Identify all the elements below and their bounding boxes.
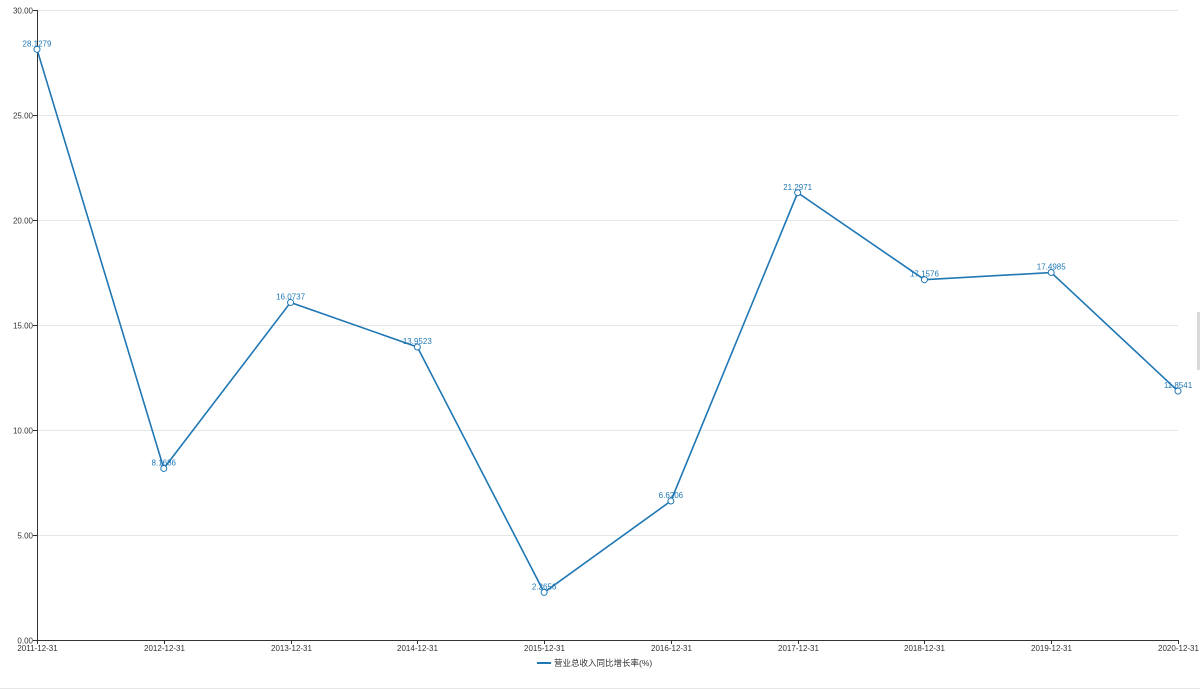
data-label: 2.2656: [532, 582, 557, 591]
legend[interactable]: 营业总收入同比增长率(%): [537, 658, 652, 668]
scrollbar-thumb[interactable]: [1197, 312, 1200, 370]
x-tick-label: 2014-12-31: [397, 644, 438, 653]
x-tick-label: 2012-12-31: [144, 644, 185, 653]
data-label: 16.0737: [276, 292, 305, 301]
y-tick-label: 20.00: [13, 217, 34, 226]
y-tick-label: 10.00: [13, 427, 34, 436]
data-label: 21.2971: [783, 183, 812, 192]
x-tick-label: 2020-12-31: [1158, 644, 1199, 653]
series-line: [36, 49, 1179, 594]
data-label: 11.8541: [1164, 381, 1193, 390]
data-point[interactable]: [920, 276, 928, 284]
data-label: 17.4985: [1037, 263, 1066, 272]
y-tick-label: 25.00: [13, 112, 34, 121]
y-tick-label: 30.00: [13, 7, 34, 16]
x-tick-label: 2019-12-31: [1031, 644, 1072, 653]
data-point[interactable]: [413, 343, 421, 351]
data-label: 8.1686: [152, 458, 177, 467]
x-tick-label: 2016-12-31: [651, 644, 692, 653]
x-tick-label: 2013-12-31: [271, 644, 312, 653]
data-label: 17.1576: [910, 270, 939, 279]
data-point[interactable]: [33, 45, 41, 53]
data-point[interactable]: [1174, 387, 1182, 395]
data-point[interactable]: [667, 497, 675, 505]
data-point[interactable]: [794, 189, 802, 197]
data-point[interactable]: [540, 588, 548, 596]
data-labels: 28.1279 8.1686 16.0737 13.9523 2.2656 6.6206 2…: [23, 39, 1193, 591]
grid-lines: [37, 10, 1178, 536]
data-label: 28.1279: [23, 39, 52, 48]
data-point[interactable]: [287, 298, 295, 306]
y-tick-label: 15.00: [13, 322, 34, 331]
data-point[interactable]: [1047, 269, 1055, 277]
series-layer: [33, 45, 1182, 596]
x-tick-label: 2015-12-31: [524, 644, 565, 653]
data-point[interactable]: [160, 464, 168, 472]
x-tick-label: 2018-12-31: [904, 644, 945, 653]
data-label: 6.6206: [659, 491, 684, 500]
x-tick-label: 2017-12-31: [778, 644, 819, 653]
axes: 0.00 5.00 10.00 15.00 20.00 25.00 30.00 2011-12…: [13, 7, 1200, 654]
x-tick-label: 2011-12-31: [17, 644, 58, 653]
y-tick-label: 5.00: [17, 532, 33, 541]
y-tick-label: 0.00: [17, 637, 33, 646]
legend-label[interactable]: 营业总收入同比增长率(%): [554, 658, 652, 668]
data-label: 13.9523: [403, 337, 432, 346]
